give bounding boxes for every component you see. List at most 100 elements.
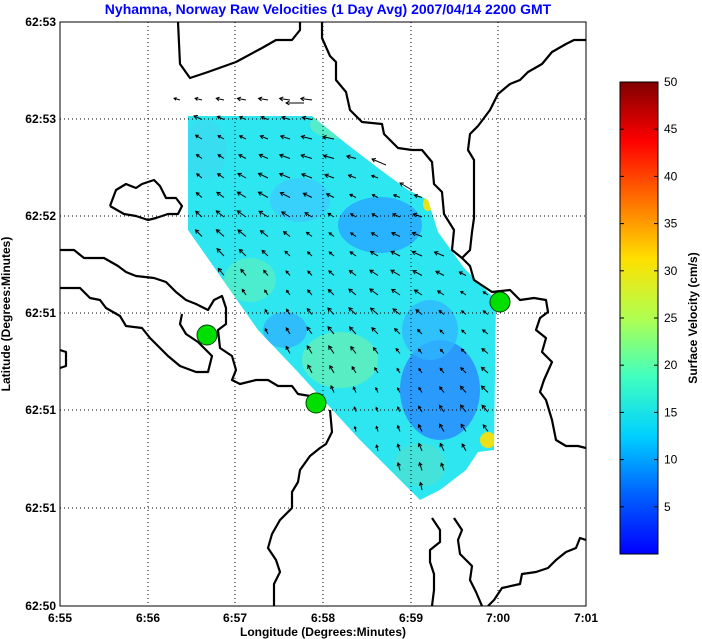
velocity-vectors (173, 96, 489, 491)
velocity-arrow (278, 96, 291, 102)
velocity-arrow (411, 250, 423, 257)
plot-area (59, 21, 587, 607)
velocity-arrow (396, 424, 401, 432)
velocity-arrow (390, 250, 401, 257)
velocity-arrow (285, 289, 291, 296)
velocity-arrow (375, 425, 379, 432)
velocity-arrow (306, 345, 313, 354)
velocity-arrow (481, 348, 489, 354)
x-axis-label: Longitude (Degrees:Minutes) (240, 625, 406, 639)
velocity-arrow (396, 461, 401, 471)
velocity-arrow (241, 288, 247, 296)
colorbar-tick-label: 20 (664, 358, 678, 372)
velocity-arrow (418, 461, 423, 471)
velocity-arrow (480, 385, 489, 393)
velocity-arrow (352, 386, 357, 393)
velocity-arrow (236, 191, 247, 198)
velocity-arrow (482, 310, 489, 315)
velocity-arrow (237, 172, 247, 179)
velocity-arrow (216, 115, 225, 120)
velocity-arrow (321, 134, 335, 140)
velocity-arrow (285, 327, 291, 335)
colorbar-tick-label: 35 (664, 217, 678, 231)
velocity-arrow (439, 386, 445, 393)
colorbar-tick-label: 5 (664, 500, 671, 514)
colorbar-tick-label: 15 (664, 405, 678, 419)
y-tick-label: 62:52 (25, 209, 56, 223)
velocity-arrow (393, 327, 401, 335)
velocity-arrow (439, 329, 445, 335)
velocity-arrow (300, 172, 313, 179)
velocity-arrow (195, 154, 203, 159)
velocity-arrow (238, 115, 247, 120)
velocity-arrow (280, 211, 291, 218)
velocity-arrow (439, 442, 445, 452)
velocity-arrow (396, 443, 401, 452)
velocity-arrow (458, 271, 467, 276)
velocity-arrow (371, 158, 387, 166)
velocity-arrow (285, 308, 291, 315)
velocity-arrow (348, 326, 357, 335)
velocity-arrow (395, 347, 401, 354)
velocity-arrow (260, 115, 269, 120)
velocity-arrow (371, 213, 379, 218)
velocity-arrow (194, 229, 203, 237)
velocity-arrow (369, 288, 379, 296)
velocity-arrow (236, 96, 247, 102)
velocity-arrow (257, 172, 269, 179)
velocity-arrow (439, 367, 445, 374)
velocity-arrow (397, 387, 401, 393)
velocity-arrow (307, 364, 313, 374)
velocity-arrow (412, 270, 423, 276)
radar-stations (196, 291, 511, 414)
velocity-arrow (193, 114, 203, 120)
x-tick-label: 6:59 (399, 611, 423, 625)
velocity-arrow (330, 384, 335, 393)
map-title: Nyhamna, Norway Raw Velocities (1 Day Av… (105, 1, 552, 17)
velocity-arrow (374, 366, 379, 374)
velocity-arrow (173, 97, 181, 101)
velocity-arrow (391, 213, 401, 218)
x-tick-label: 6:55 (48, 611, 72, 625)
colorbar-scale (619, 81, 659, 555)
velocity-arrow (396, 367, 401, 374)
velocity-arrow (195, 192, 203, 198)
colorbar-tick-label: 50 (664, 75, 678, 89)
station-marker-west (196, 324, 218, 346)
velocity-arrow (306, 326, 313, 335)
velocity-arrow (418, 348, 423, 354)
velocity-arrow (238, 154, 247, 159)
velocity-arrow (264, 289, 269, 296)
velocity-arrow (348, 307, 357, 315)
velocity-arrow (390, 269, 401, 276)
velocity-arrow (322, 154, 335, 159)
velocity-arrow (460, 310, 467, 315)
velocity-arrow (216, 191, 225, 198)
velocity-arrow (438, 309, 445, 315)
velocity-arrow (301, 115, 313, 121)
velocity-arrow (369, 269, 379, 276)
velocity-arrow (349, 232, 357, 237)
colorbar-tick-label: 40 (664, 169, 678, 183)
x-tick-label: 6:57 (223, 611, 247, 625)
velocity-arrow (327, 307, 335, 315)
velocity-arrow (459, 404, 467, 413)
y-tick-label: 62:50 (25, 599, 56, 613)
velocity-arrow (325, 193, 335, 198)
velocity-arrow (439, 423, 445, 432)
velocity-arrow (257, 191, 269, 198)
velocity-arrow (460, 348, 467, 354)
velocity-arrow (327, 288, 335, 296)
velocity-arrow (217, 267, 225, 276)
velocity-arrow (459, 385, 467, 393)
velocity-arrow (299, 96, 313, 102)
velocity-arrow (306, 251, 313, 257)
velocity-arrow (300, 134, 313, 140)
velocity-arrow (349, 251, 357, 257)
velocity-arrow (306, 307, 313, 315)
velocity-arrow (392, 308, 401, 315)
velocity-arrow (435, 270, 445, 276)
colorbar-label: Surface Velocity (cm/s) (686, 252, 700, 383)
velocity-arrow (304, 212, 313, 218)
y-tick-label: 62:51 (25, 501, 56, 515)
